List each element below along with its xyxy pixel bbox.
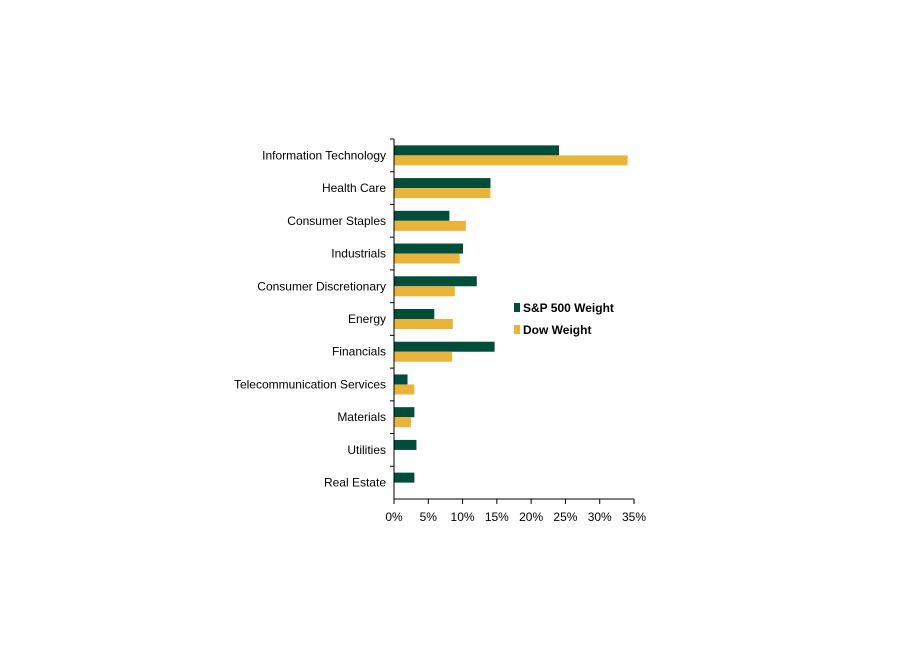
category-labels: Information Technology Health Care Consume… [234,138,394,490]
bar-s-p-500-weight [394,309,435,319]
category-label: Industrials [331,247,386,261]
category-label: Real Estate [324,476,386,490]
legend-label-dow-weight: Dow Weight [523,323,591,337]
bar-s-p-500-weight [394,374,408,385]
x-tick-label: 5% [420,510,438,524]
legend-swatch-s-p-500-weight [514,303,520,312]
bar-s-p-500-weight [394,276,477,287]
category-label: Materials [337,410,386,424]
bar-s-p-500-weight [394,210,450,221]
x-ticks: 0% 5% 10% 15% 20% 25% 30% 35% [385,499,646,524]
bar-dow-weight [394,417,411,428]
bar-dow-weight [394,384,415,395]
x-tick-label: 10% [451,510,475,524]
category-label: Consumer Discretionary [257,279,386,293]
category-label: Consumer Staples [287,214,386,228]
category-label: Telecommunication Services [234,377,386,391]
x-tick-label: 25% [553,510,577,524]
bar-s-p-500-weight [394,243,464,254]
x-tick-label: 20% [519,510,543,524]
x-tick-label: 0% [385,510,403,524]
x-tick-label: 15% [485,510,509,524]
category-label: Health Care [322,181,386,195]
bar-dow-weight [394,155,628,166]
bar-s-p-500-weight [394,341,495,352]
bar-dow-weight [394,286,455,297]
bar-s-p-500-weight [394,439,417,450]
category-label: Utilities [347,443,386,457]
category-label: Information Technology [262,148,386,162]
x-tick-label: 30% [588,510,612,524]
bar-s-p-500-weight [394,145,560,156]
bars-group [394,145,628,483]
bar-s-p-500-weight [394,472,415,483]
bar-dow-weight [394,319,453,329]
bar-s-p-500-weight [394,407,415,418]
category-label: Energy [348,312,386,326]
bar-dow-weight [394,351,453,362]
bar-dow-weight [394,253,460,264]
legend: S&P 500 Weight Dow Weight [514,301,614,337]
bar-dow-weight [394,188,491,199]
category-label: Financials [332,345,386,359]
bar-s-p-500-weight [394,178,491,189]
x-tick-label: 35% [622,510,646,524]
bar-dow-weight [394,220,466,231]
legend-swatch-dow-weight [514,325,520,334]
legend-label-s-p-500-weight: S&P 500 Weight [523,301,614,315]
